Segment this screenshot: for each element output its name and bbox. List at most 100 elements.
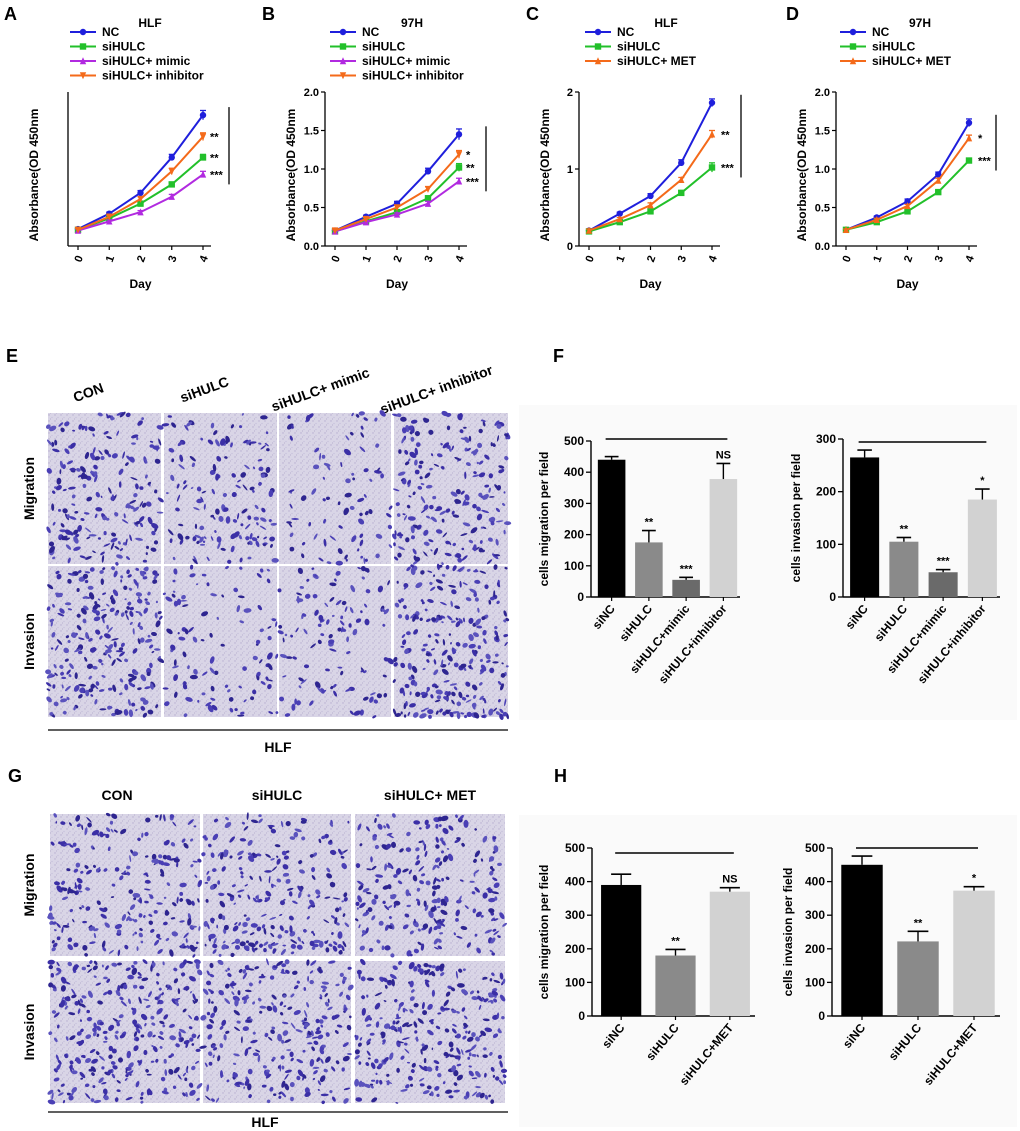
stained-cell xyxy=(452,542,457,547)
stained-cell xyxy=(143,1049,148,1056)
stained-cell xyxy=(58,534,62,538)
significance-label: ** xyxy=(645,517,654,529)
stained-cell xyxy=(144,900,149,904)
stained-cell xyxy=(211,488,216,495)
stained-cell xyxy=(281,1065,285,1070)
stained-cell xyxy=(319,994,323,998)
stained-cell xyxy=(101,674,106,678)
stained-cell xyxy=(239,566,243,570)
stained-cell xyxy=(233,531,240,538)
stained-cell xyxy=(79,906,82,910)
stained-cell xyxy=(45,682,52,687)
stained-cell xyxy=(244,1048,249,1057)
significance-label: *** xyxy=(978,156,992,168)
stained-cell xyxy=(275,621,278,627)
stained-cell xyxy=(284,1069,292,1073)
stained-cell xyxy=(121,913,127,922)
stained-cell xyxy=(257,1054,261,1063)
stained-cell xyxy=(285,969,290,974)
stained-cell xyxy=(479,695,484,701)
stained-cell xyxy=(442,711,447,716)
stained-cell xyxy=(466,447,471,452)
data-point xyxy=(935,171,942,178)
stained-cell xyxy=(146,501,152,507)
stained-cell xyxy=(282,1021,289,1025)
stained-cell xyxy=(199,543,206,546)
stained-cell xyxy=(437,1040,443,1046)
stained-cell xyxy=(139,897,143,904)
stained-cell xyxy=(227,967,230,971)
stained-cell xyxy=(440,909,448,916)
stained-cell xyxy=(376,693,382,699)
stained-cell xyxy=(53,929,57,932)
panel-letter-h: H xyxy=(554,766,567,786)
significance-label: *** xyxy=(721,162,735,174)
stained-cell xyxy=(250,819,259,824)
stained-cell xyxy=(499,912,505,920)
x-tick-label: 0 xyxy=(583,254,596,264)
stained-cell xyxy=(94,474,98,483)
stained-cell xyxy=(104,650,109,655)
stained-cell xyxy=(62,710,67,715)
stained-cell xyxy=(437,1072,442,1078)
stained-cell xyxy=(64,537,71,541)
stained-cell xyxy=(186,899,192,906)
stained-cell xyxy=(346,1024,352,1031)
significance-label: * xyxy=(980,475,985,487)
stained-cell xyxy=(408,893,412,896)
stained-cell xyxy=(309,979,314,985)
stained-cell xyxy=(311,1046,315,1052)
stained-cell xyxy=(46,439,53,446)
stained-cell xyxy=(322,988,326,993)
stained-cell xyxy=(239,620,244,624)
stained-cell xyxy=(237,479,241,483)
stained-cell xyxy=(429,504,434,510)
stained-cell xyxy=(49,425,57,432)
stained-cell xyxy=(345,994,351,1001)
stained-cell xyxy=(283,855,289,860)
y-tick-label: 200 xyxy=(816,485,836,499)
stained-cell xyxy=(225,516,231,524)
stained-cell xyxy=(406,566,411,572)
stained-cell xyxy=(86,663,93,669)
stained-cell xyxy=(143,607,148,614)
stained-cell xyxy=(499,713,504,721)
stained-cell xyxy=(349,710,354,715)
stained-cell xyxy=(280,1091,287,1098)
y-tick-label: 100 xyxy=(565,975,585,989)
stained-cell xyxy=(487,1000,492,1003)
stained-cell xyxy=(270,828,277,834)
stained-cell xyxy=(438,824,442,828)
stained-cell xyxy=(183,842,189,849)
stained-cell xyxy=(107,654,112,659)
stained-cell xyxy=(111,712,116,717)
stained-cell xyxy=(409,953,413,957)
stained-cell xyxy=(289,503,293,509)
stained-cell xyxy=(252,489,255,493)
stained-cell xyxy=(151,650,155,654)
stained-cell xyxy=(352,477,356,481)
stained-cell xyxy=(402,868,409,873)
stained-cell xyxy=(473,632,479,638)
stained-cell xyxy=(449,1054,454,1058)
stained-cell xyxy=(144,872,149,877)
stained-cell xyxy=(209,1018,215,1024)
stained-cell xyxy=(205,701,212,707)
stained-cell xyxy=(467,1036,474,1042)
stained-cell xyxy=(139,522,144,528)
stained-cell xyxy=(135,537,144,541)
stained-cell xyxy=(85,1034,92,1039)
stained-cell xyxy=(61,880,66,885)
stained-cell xyxy=(55,592,63,598)
stained-cell xyxy=(451,445,454,451)
stained-cell xyxy=(195,1048,201,1053)
stained-cell xyxy=(382,1039,386,1043)
significance-label: *** xyxy=(937,556,951,568)
stained-cell xyxy=(193,507,200,511)
stained-cell xyxy=(445,508,451,513)
stained-cell xyxy=(158,854,163,859)
stained-cell xyxy=(496,600,500,605)
stained-cell xyxy=(461,547,465,551)
stained-cell xyxy=(259,875,262,882)
data-point xyxy=(585,226,593,234)
